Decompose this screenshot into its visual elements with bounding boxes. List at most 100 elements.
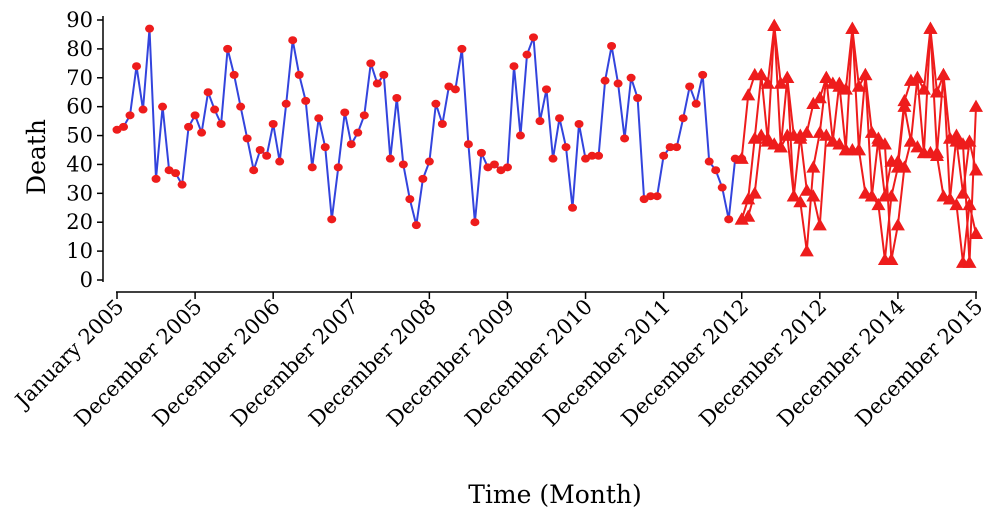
data-point-circle [340,108,350,117]
y-tick-label: 20 [66,210,93,234]
data-point-circle [633,94,643,102]
data-point-circle [431,99,441,108]
data-point-triangle [910,70,925,84]
data-point-circle [704,157,714,166]
y-tick-label: 50 [66,124,93,148]
data-point-triangle [806,189,821,202]
data-point-triangle [929,148,944,162]
data-point-circle [724,215,734,224]
data-point-circle [587,151,597,160]
data-point-triangle [936,67,951,81]
data-point-triangle [969,99,983,112]
x-axis-title: Time (Month) [468,480,642,509]
data-point-triangle [786,189,801,202]
axes: 0 10 20 30 40 50 60 70 80 90 January 2005December… [9,8,987,431]
data-point-triangle [741,209,756,222]
data-point-triangle [806,160,821,173]
data-point-circle [301,96,311,105]
data-point-circle [203,88,213,97]
y-tick-label: 80 [66,37,93,61]
data-point-circle [561,143,571,152]
data-point-circle [216,120,226,128]
data-point-triangle [884,252,899,266]
data-point-circle [262,151,272,160]
y-tick-label: 10 [66,239,93,263]
data-point-circle [307,163,317,172]
data-point-triangle [962,255,977,268]
data-point-circle [268,120,278,128]
data-point-circle [489,160,499,169]
y-axis-title: Death [22,119,51,195]
data-point-circle [385,154,395,163]
data-point-circle [236,102,246,111]
data-point-circle [685,82,695,91]
data-point-triangle [864,125,879,138]
data-point-triangle [929,85,944,98]
data-point-circle [366,59,376,68]
data-point-circle [691,99,701,108]
data-point-circle [463,140,473,149]
data-point-triangle [812,91,827,104]
data-point-triangle [858,67,873,81]
data-point-circle [151,174,161,183]
data-point-circle [542,85,551,94]
data-point-circle [515,131,525,140]
data-point-circle [607,42,617,50]
data-point-circle [346,140,356,149]
data-point-triangle [832,137,847,150]
data-point-circle [171,169,181,178]
series-1 [112,24,747,230]
data-point-circle [333,163,343,172]
data-point-circle [470,218,480,227]
data-point-triangle [910,140,925,153]
data-point-circle [535,117,545,126]
data-point-triangle [851,79,866,92]
data-point-circle [411,221,421,230]
data-point-circle [555,114,565,123]
data-point-circle [197,128,207,137]
data-point-circle [457,44,467,53]
data-point-circle [659,151,669,160]
data-point-circle [138,105,148,114]
data-point-circle [528,33,538,42]
data-point-circle [502,163,512,172]
data-point-triangle [799,183,814,196]
data-point-circle [327,215,337,224]
data-point-circle [288,36,298,45]
data-point-circle [177,180,187,189]
data-point-triangle [962,197,977,211]
series-3 [734,18,983,202]
data-point-triangle [890,154,905,167]
data-point-triangle [955,137,970,150]
data-point-circle [672,143,682,152]
data-point-circle [145,24,155,33]
data-point-circle [594,151,604,160]
y-tick-label: 60 [66,95,93,119]
data-point-circle [698,70,708,79]
y-tick-label: 70 [66,66,93,90]
data-point-circle [665,143,675,152]
data-point-circle [405,195,415,204]
data-point-circle [184,122,194,131]
data-point-triangle [903,134,918,147]
data-point-circle [392,94,402,102]
data-point-circle [509,62,519,71]
data-point-circle [125,111,135,120]
data-point-triangle [845,21,860,34]
data-point-circle [437,120,447,128]
data-point-triangle [767,18,782,32]
data-point-triangle [741,88,756,101]
data-point-circle [314,114,324,123]
series-4 [734,99,983,268]
data-point-circle [418,174,428,183]
data-point-circle [678,114,688,123]
data-point-triangle [877,137,892,150]
series-layer [112,18,983,268]
data-point-triangle [780,70,795,84]
data-point-circle [652,192,662,201]
data-point-triangle [819,70,834,84]
data-point-circle [711,166,721,175]
y-tick-label: 30 [66,181,93,205]
data-point-circle [613,79,623,88]
